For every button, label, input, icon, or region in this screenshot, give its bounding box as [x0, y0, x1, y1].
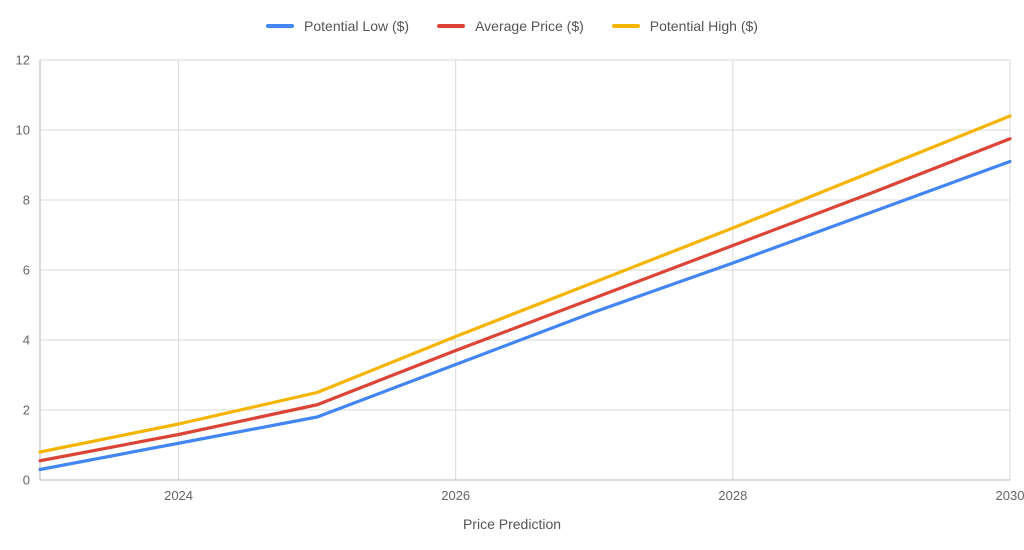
y-tick-label: 4	[23, 333, 30, 348]
legend-item-high: Potential High ($)	[612, 18, 758, 34]
legend-swatch-avg	[437, 24, 465, 28]
y-tick-label: 6	[23, 263, 30, 278]
legend-swatch-high	[612, 24, 640, 28]
x-tick-label: 2028	[718, 488, 747, 503]
y-tick-label: 0	[23, 473, 30, 488]
y-tick-label: 10	[16, 123, 30, 138]
legend-label-avg: Average Price ($)	[475, 18, 584, 34]
legend: Potential Low ($) Average Price ($) Pote…	[0, 0, 1024, 40]
x-axis-labels: 2024202620282030	[40, 484, 1010, 508]
x-axis-title: Price Prediction	[0, 516, 1024, 532]
legend-item-low: Potential Low ($)	[266, 18, 409, 34]
series-line-2	[40, 116, 1010, 452]
x-tick-label: 2030	[996, 488, 1024, 503]
series-line-1	[40, 139, 1010, 461]
legend-label-high: Potential High ($)	[650, 18, 758, 34]
x-tick-label: 2024	[164, 488, 193, 503]
y-tick-label: 12	[16, 53, 30, 68]
legend-label-low: Potential Low ($)	[304, 18, 409, 34]
chart-container: Potential Low ($) Average Price ($) Pote…	[0, 0, 1024, 550]
y-tick-label: 8	[23, 193, 30, 208]
x-tick-label: 2026	[441, 488, 470, 503]
legend-item-avg: Average Price ($)	[437, 18, 584, 34]
legend-swatch-low	[266, 24, 294, 28]
y-axis-labels: 024681012	[0, 60, 34, 480]
y-tick-label: 2	[23, 403, 30, 418]
plot-svg	[40, 60, 1010, 480]
plot-region	[40, 60, 1010, 480]
